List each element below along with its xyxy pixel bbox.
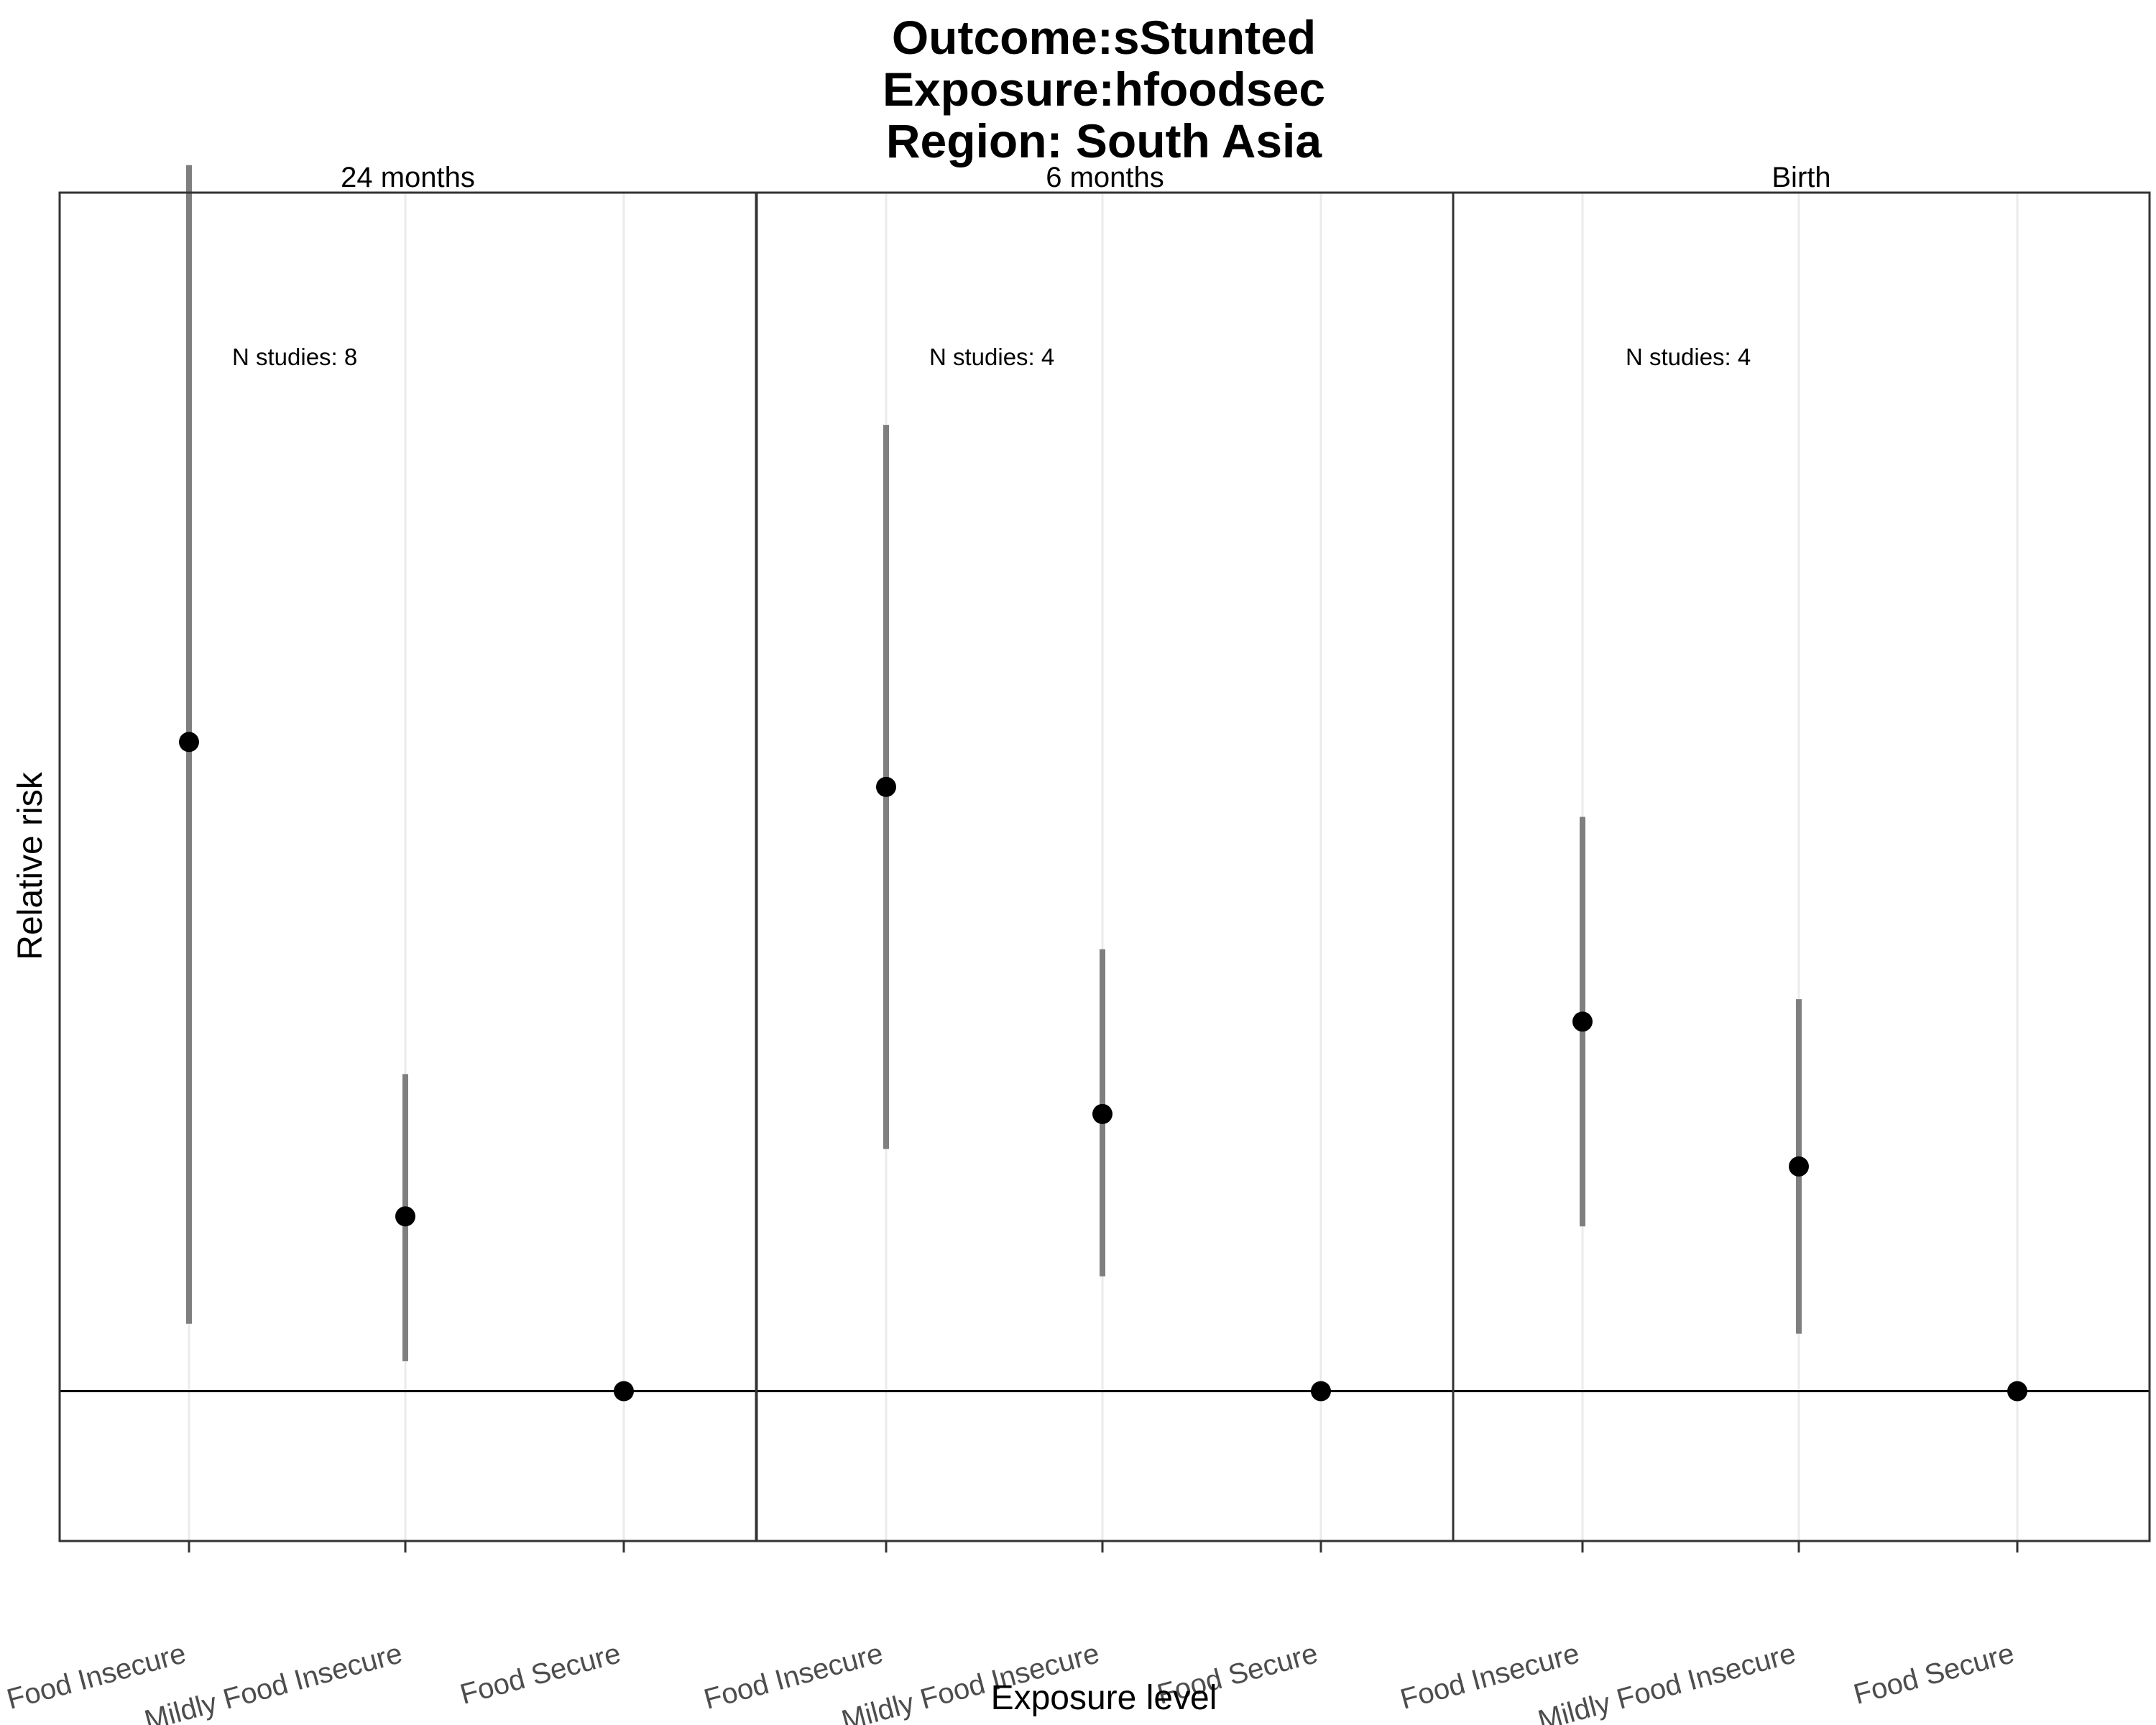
n-studies-annotation: N studies: 4 [1626, 344, 1751, 370]
panel-strip-label: Birth [1772, 162, 1830, 193]
title-line-2: Exposure:hfoodsec [883, 63, 1325, 116]
panel-border [1452, 191, 2151, 1542]
point-estimate [2007, 1381, 2027, 1402]
n-studies-annotation: N studies: 4 [929, 344, 1054, 370]
point-estimate [179, 732, 199, 753]
point-estimate [395, 1206, 415, 1227]
point-estimate [1572, 1011, 1593, 1032]
title-line-1: Outcome:sStunted [892, 11, 1316, 64]
title-line-3: Region: South Asia [886, 114, 1323, 167]
point-estimate [1789, 1156, 1809, 1177]
y-axis-title: Relative risk [11, 771, 50, 960]
panel-strip-label: 24 months [341, 162, 475, 193]
x-axis-title: Exposure level [991, 1679, 1217, 1717]
n-studies-annotation: N studies: 8 [232, 344, 357, 370]
panel-strip-label: 6 months [1046, 162, 1164, 193]
chart-title: Outcome:sStunted Exposure:hfoodsec Regio… [883, 11, 1325, 167]
point-estimate [876, 776, 896, 797]
point-estimate [614, 1381, 634, 1402]
point-estimate [1311, 1381, 1331, 1402]
point-estimate [1092, 1103, 1112, 1124]
